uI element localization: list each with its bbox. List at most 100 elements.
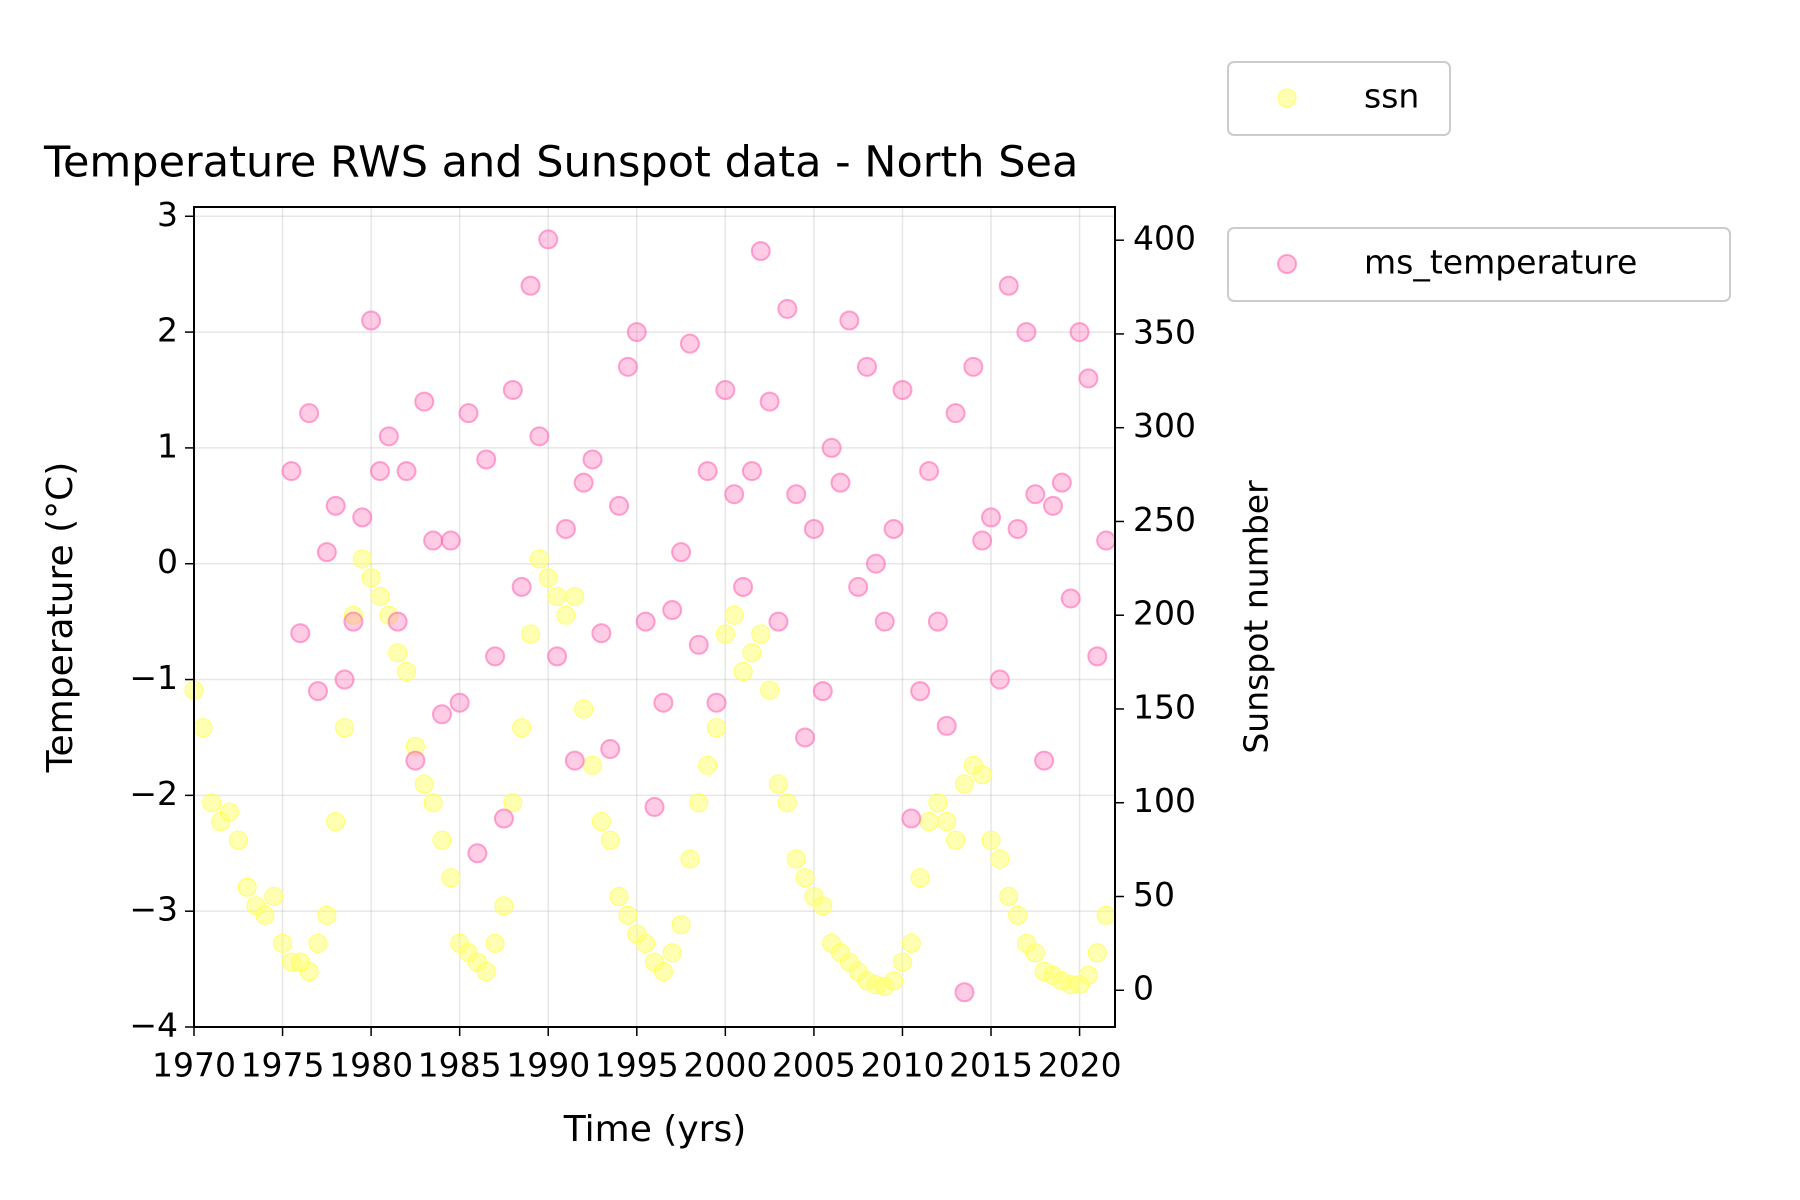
data-point bbox=[777, 793, 797, 813]
data-point bbox=[529, 549, 549, 569]
data-point bbox=[520, 275, 541, 296]
data-point bbox=[910, 868, 930, 888]
data-point bbox=[803, 518, 824, 539]
data-point bbox=[512, 718, 532, 738]
data-point bbox=[511, 576, 532, 597]
legend-marker bbox=[1277, 88, 1297, 108]
data-point bbox=[387, 611, 408, 632]
data-point bbox=[733, 576, 754, 597]
x-tick-label: 2020 bbox=[1038, 1046, 1122, 1085]
data-point bbox=[927, 611, 948, 632]
data-point bbox=[1078, 368, 1099, 389]
data-point bbox=[715, 379, 736, 400]
data-point bbox=[795, 727, 816, 748]
legend-label: ssn bbox=[1364, 77, 1419, 116]
data-point bbox=[555, 518, 576, 539]
data-point bbox=[423, 530, 444, 551]
data-point bbox=[1096, 530, 1117, 551]
data-point bbox=[334, 669, 355, 690]
data-point bbox=[556, 605, 576, 625]
data-point bbox=[671, 542, 692, 563]
data-point bbox=[883, 518, 904, 539]
data-point bbox=[946, 830, 966, 850]
y-tick-label: 2 bbox=[157, 311, 178, 350]
y2-tick-label: 50 bbox=[1133, 875, 1175, 914]
data-point bbox=[618, 905, 638, 925]
data-point bbox=[821, 437, 842, 458]
data-point bbox=[1087, 943, 1107, 963]
data-point bbox=[617, 356, 638, 377]
data-point bbox=[724, 605, 744, 625]
data-point bbox=[573, 472, 594, 493]
data-point bbox=[937, 811, 957, 831]
y-tick-label: 0 bbox=[157, 542, 178, 581]
data-point bbox=[273, 933, 293, 953]
data-point bbox=[998, 275, 1019, 296]
data-point bbox=[370, 586, 390, 606]
data-point bbox=[219, 802, 239, 822]
data-point bbox=[352, 549, 372, 569]
data-point bbox=[326, 811, 346, 831]
x-tick-label: 2000 bbox=[683, 1046, 767, 1085]
data-point bbox=[281, 461, 302, 482]
data-point bbox=[1096, 905, 1116, 925]
data-point bbox=[848, 576, 869, 597]
data-point bbox=[742, 643, 762, 663]
data-point bbox=[538, 229, 559, 250]
y2-tick-label: 400 bbox=[1133, 219, 1196, 258]
data-point bbox=[750, 241, 771, 262]
y-tick-label: −1 bbox=[129, 658, 178, 697]
y2-tick-label: 300 bbox=[1133, 406, 1196, 445]
data-point bbox=[715, 624, 735, 644]
data-point bbox=[237, 877, 257, 897]
data-point bbox=[626, 322, 647, 343]
data-point bbox=[405, 750, 426, 771]
data-point bbox=[565, 586, 585, 606]
data-point bbox=[662, 943, 682, 963]
legend-label: ms_temperature bbox=[1364, 243, 1637, 282]
data-point bbox=[264, 886, 284, 906]
data-point bbox=[768, 611, 789, 632]
data-point bbox=[786, 849, 806, 869]
data-point bbox=[317, 905, 337, 925]
data-point bbox=[591, 811, 611, 831]
data-point bbox=[999, 886, 1019, 906]
data-point bbox=[689, 793, 709, 813]
data-point bbox=[343, 611, 364, 632]
y2-tick-label: 200 bbox=[1133, 594, 1196, 633]
data-point bbox=[706, 692, 727, 713]
data-point bbox=[202, 793, 222, 813]
data-point bbox=[812, 681, 833, 702]
x-tick-label: 1985 bbox=[418, 1046, 502, 1085]
data-point bbox=[892, 952, 912, 972]
y2-tick-label: 0 bbox=[1133, 969, 1154, 1008]
data-point bbox=[1060, 588, 1081, 609]
data-point bbox=[741, 461, 762, 482]
y-tick-label: −2 bbox=[129, 774, 178, 813]
data-point bbox=[547, 586, 567, 606]
data-point bbox=[724, 484, 745, 505]
x-tick-label: 2005 bbox=[772, 1046, 856, 1085]
data-point bbox=[502, 379, 523, 400]
y-tick-label: 3 bbox=[157, 195, 178, 234]
data-point bbox=[547, 646, 568, 667]
x-tick-label: 1970 bbox=[152, 1046, 236, 1085]
data-point bbox=[990, 849, 1010, 869]
data-point bbox=[963, 356, 984, 377]
data-point bbox=[635, 611, 656, 632]
data-point bbox=[388, 643, 408, 663]
data-point bbox=[600, 830, 620, 850]
data-point bbox=[1087, 646, 1108, 667]
data-point bbox=[636, 933, 656, 953]
data-point bbox=[989, 669, 1010, 690]
data-point bbox=[538, 568, 558, 588]
y-tick-label: 1 bbox=[157, 426, 178, 465]
data-point bbox=[440, 530, 461, 551]
data-point bbox=[910, 681, 931, 702]
data-point bbox=[485, 646, 506, 667]
data-point bbox=[521, 624, 541, 644]
data-point bbox=[901, 933, 921, 953]
data-point bbox=[307, 681, 328, 702]
data-point bbox=[369, 461, 390, 482]
